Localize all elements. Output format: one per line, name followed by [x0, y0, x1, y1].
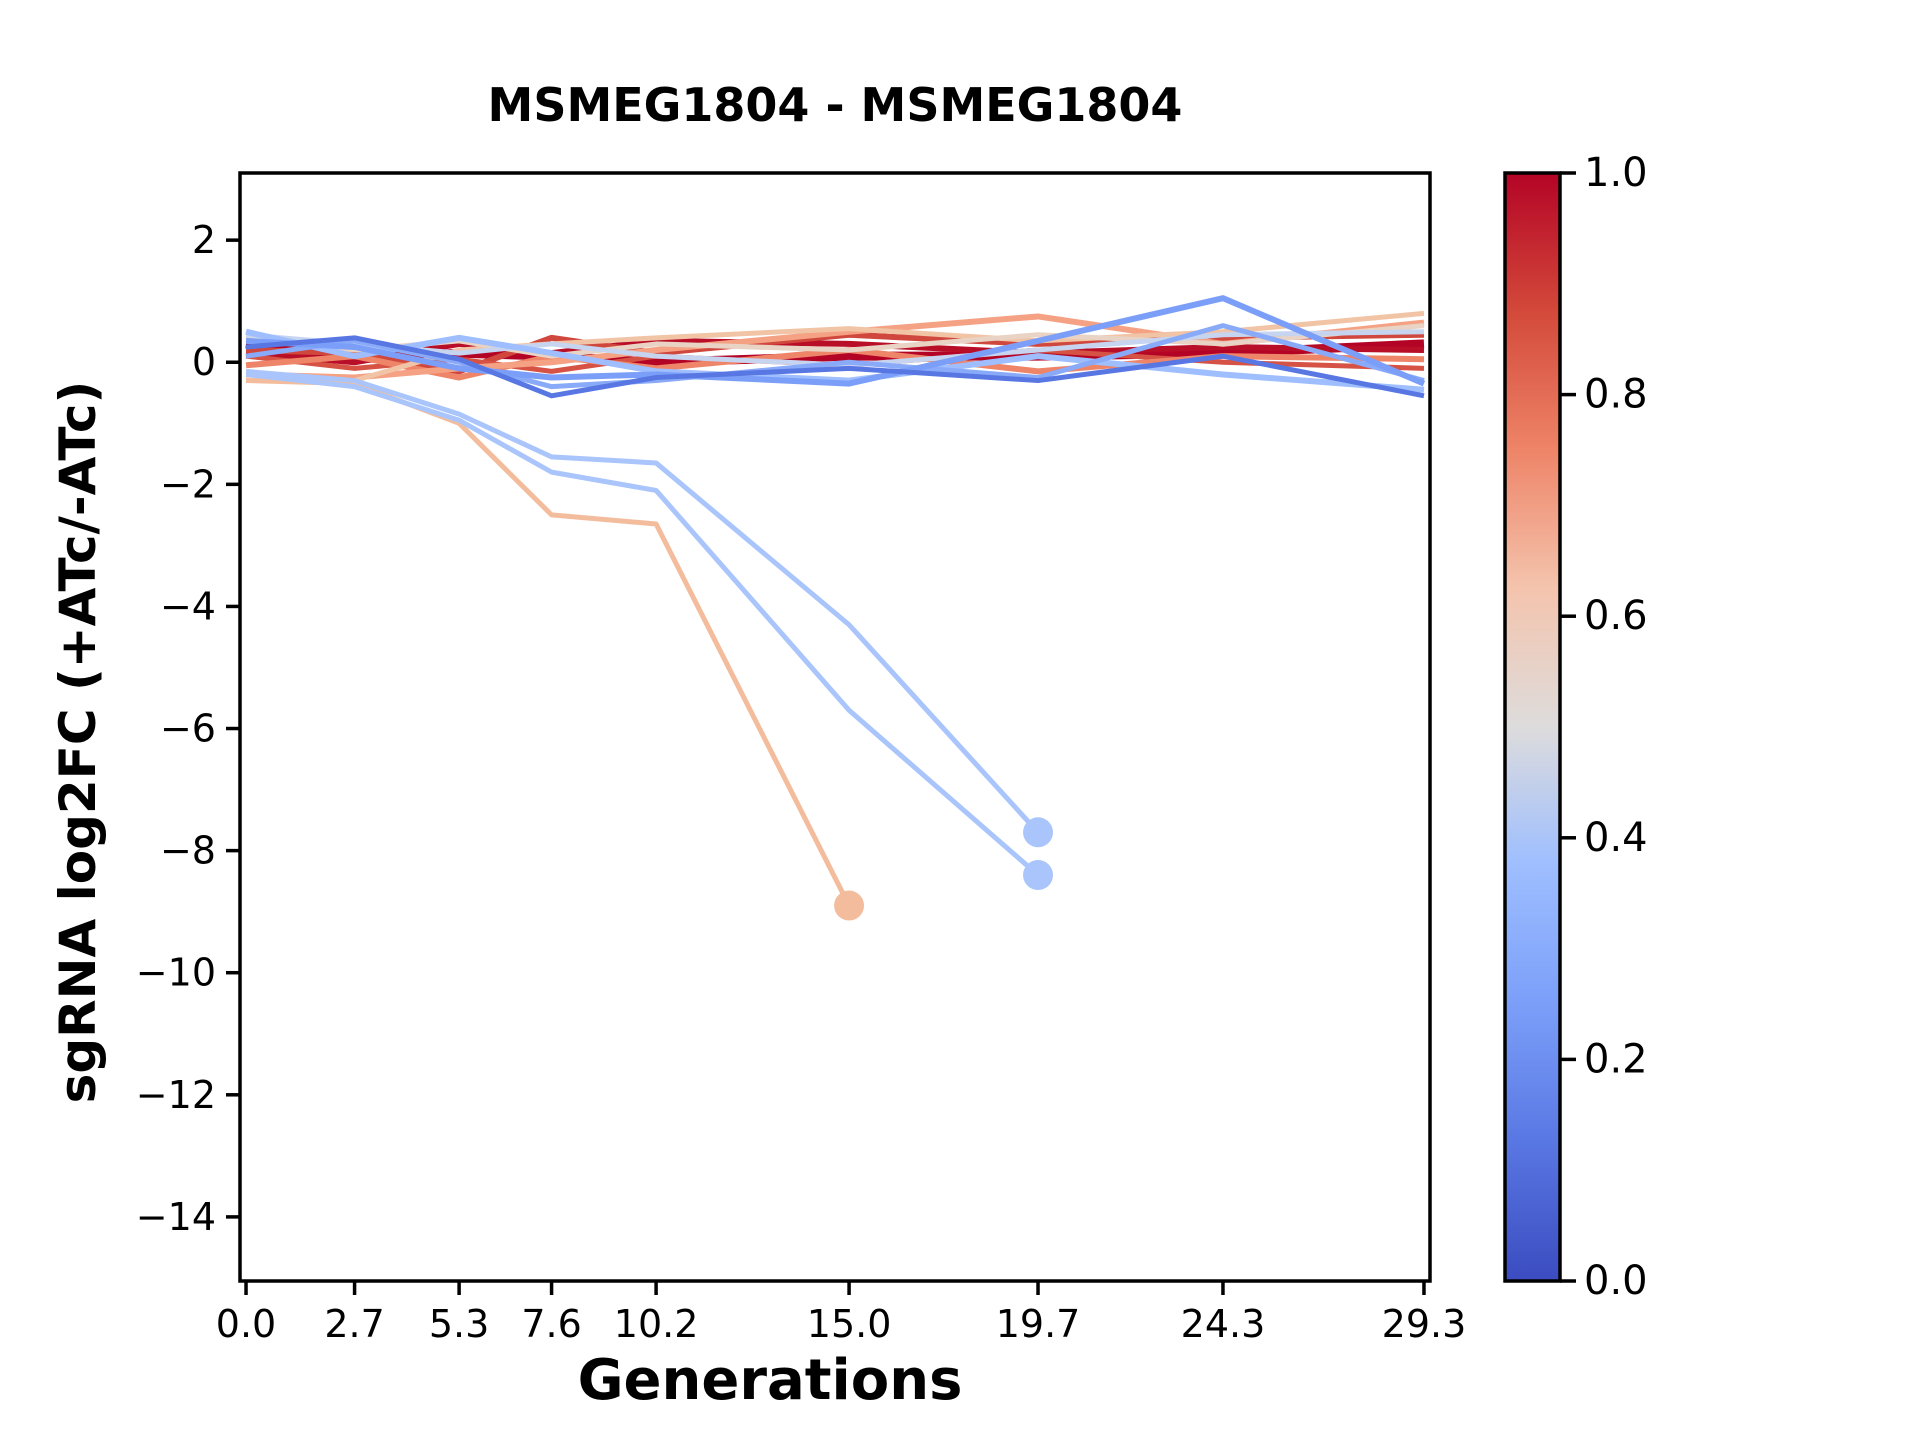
colorbar-tick-label: 0.2 — [1584, 1036, 1648, 1082]
x-tick-label: 15.0 — [807, 1302, 892, 1346]
y-tick-label: −12 — [136, 1073, 216, 1117]
x-tick-label: 19.7 — [996, 1302, 1081, 1346]
x-tick-label: 10.2 — [614, 1302, 699, 1346]
y-tick-label: 0 — [192, 340, 216, 384]
y-tick-label: −2 — [160, 462, 216, 506]
colorbar — [1505, 173, 1560, 1281]
sgrna-05 — [245, 347, 1425, 381]
sgrna-15-depleted — [245, 368, 1040, 834]
x-tick-label: 29.3 — [1382, 1302, 1467, 1346]
sgrna-16-depleted-endpoint-marker — [1023, 860, 1054, 891]
sgrna-13 — [245, 335, 1425, 399]
colorbar-tick-label: 0.8 — [1584, 372, 1648, 418]
y-tick-label: −4 — [160, 584, 216, 628]
x-tick-label: 24.3 — [1181, 1302, 1266, 1346]
x-tick-label: 5.3 — [429, 1302, 489, 1346]
sgrna-16-depleted — [245, 371, 1040, 877]
sgrna-14-depleted-endpoint-marker — [834, 890, 865, 921]
sgrna-14-depleted — [245, 378, 852, 907]
sgrna-11 — [245, 323, 1425, 390]
colorbar-tick-label: 0.6 — [1584, 593, 1648, 639]
colorbar-tick-label: 0.0 — [1584, 1258, 1648, 1304]
y-tick-label: −8 — [160, 829, 216, 873]
chart-title: MSMEG1804 - MSMEG1804 — [487, 78, 1183, 132]
y-tick-label: −14 — [136, 1195, 216, 1239]
y-tick-label: −6 — [160, 707, 216, 751]
sgrna-15-depleted-endpoint-marker — [1023, 817, 1054, 848]
x-tick-label: 0.0 — [216, 1302, 276, 1346]
x-axis-label: Generations — [577, 1348, 963, 1413]
sgrna-07 — [246, 310, 1425, 384]
y-tick-label: 2 — [192, 218, 216, 262]
sgrna-12 — [245, 295, 1426, 387]
x-tick-label: 7.6 — [521, 1302, 581, 1346]
colorbar-tick-label: 0.4 — [1584, 815, 1648, 861]
colorbar-outline — [1503, 171, 1562, 1283]
colorbar-tick-label: 1.0 — [1584, 150, 1648, 196]
x-tick-label: 2.7 — [324, 1302, 384, 1346]
y-tick-label: −10 — [136, 951, 216, 995]
